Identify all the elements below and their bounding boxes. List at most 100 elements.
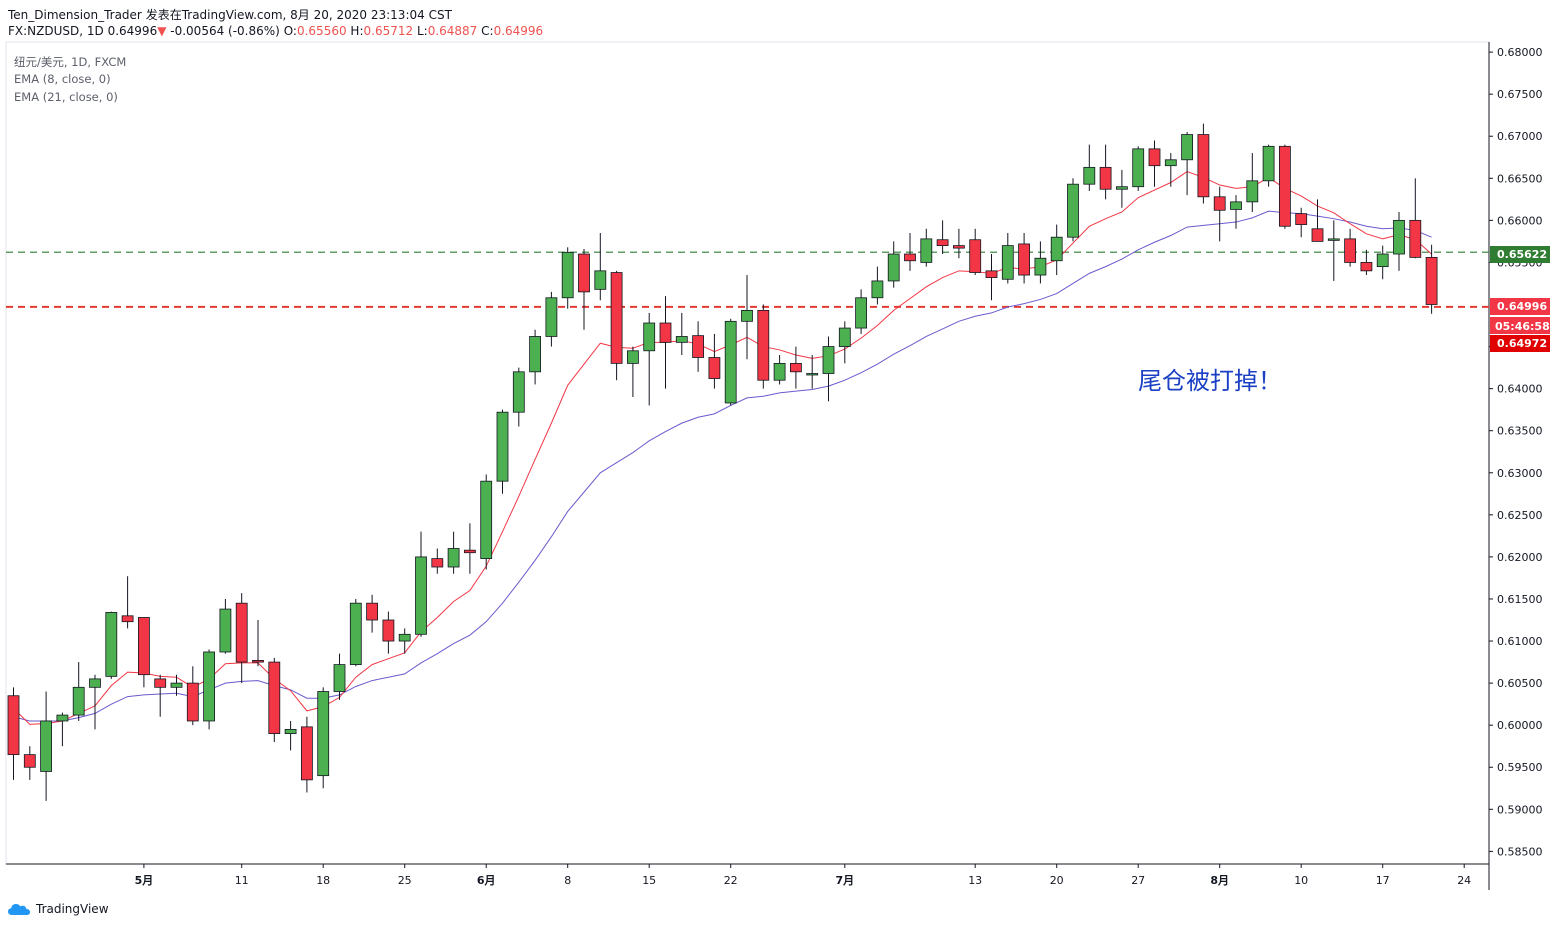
candle <box>1360 249 1373 276</box>
candle <box>1197 123 1210 204</box>
candle <box>1050 224 1063 276</box>
candle-body-down <box>186 682 199 722</box>
candle-body-up <box>561 251 574 299</box>
candle <box>741 275 753 360</box>
candle-body-down <box>953 245 965 249</box>
candle-body-up <box>1181 134 1193 161</box>
candle <box>1246 153 1259 212</box>
price-tick-label: 0.66500 <box>1497 172 1543 185</box>
candle <box>822 336 835 402</box>
candle-body-up <box>1050 236 1063 262</box>
author-name[interactable]: Ten_Dimension_Trader <box>8 8 142 22</box>
ema-fast-line <box>13 171 1432 725</box>
candle <box>1164 153 1177 187</box>
candle <box>1181 132 1193 196</box>
candle-body-down <box>268 661 281 734</box>
price-tick-label: 0.60500 <box>1497 677 1543 690</box>
candle-body-down <box>1213 196 1226 211</box>
candle-body-up <box>1001 245 1014 280</box>
candle <box>284 720 297 751</box>
price-tick-label: 0.59000 <box>1497 803 1543 816</box>
candle <box>1279 144 1291 229</box>
legend-series[interactable]: 纽元/美元, 1D, FXCM <box>14 55 127 69</box>
candle-body-up <box>1164 159 1177 167</box>
candle <box>415 531 427 637</box>
candle-body-up <box>1376 253 1389 268</box>
chart-header-ohlc: FX:NZDUSD, 1D 0.64996▼ -0.00564 (-0.86%)… <box>8 24 543 38</box>
candle-body-up <box>105 612 118 677</box>
candle <box>1067 178 1079 242</box>
time-axis[interactable]: 5月 11 18 25 6月 8 15 22 7月 13 20 27 8月 10 17 24 <box>135 864 1472 887</box>
low-label: L: <box>416 24 428 38</box>
candle-body-up <box>415 556 427 635</box>
candlesticks <box>7 123 1438 801</box>
last-price-tag-text: 0.64996 <box>1497 300 1547 313</box>
candle <box>1262 144 1275 187</box>
candle-body-down <box>463 549 476 554</box>
candle-body-up <box>594 270 607 290</box>
price-axis[interactable]: 0.680000.675000.670000.665000.660000.655… <box>1489 46 1543 858</box>
candle <box>1148 140 1161 187</box>
time-tick-label: 5月 <box>135 874 154 887</box>
candle-body-up <box>822 346 835 374</box>
tradingview-label: TradingView <box>36 902 109 916</box>
candle-body-up <box>284 728 297 734</box>
candle <box>1425 244 1438 314</box>
candle-body-up <box>333 664 346 692</box>
candle <box>56 712 69 747</box>
low-value: 0.64887 <box>427 24 478 38</box>
candle <box>300 716 313 793</box>
candle-body-up <box>349 602 362 665</box>
price-tick-label: 0.60000 <box>1497 719 1543 732</box>
candle <box>1344 228 1356 267</box>
candle <box>904 232 916 271</box>
legend-ema-slow[interactable]: EMA (21, close, 0) <box>14 90 118 104</box>
candle-body-down <box>235 602 248 663</box>
candle <box>154 674 167 717</box>
candle <box>953 228 965 259</box>
candle-body-up <box>1116 186 1128 190</box>
countdown-tag-text: 05:46:58 <box>1495 320 1550 333</box>
candle-body-up <box>920 238 933 263</box>
candle <box>610 270 623 381</box>
symbol-interval[interactable]: FX:NZDUSD, 1D <box>8 24 104 38</box>
candle <box>529 329 541 385</box>
price-tick-label: 0.64000 <box>1497 383 1543 396</box>
candle-body-up <box>724 320 737 404</box>
annotation-text[interactable]: 尾仓被打掉！ <box>1138 367 1282 395</box>
candle-body-down <box>382 619 395 642</box>
candle-body-up <box>203 651 216 722</box>
candle-body-up <box>1067 183 1079 238</box>
candle-body-up <box>545 297 558 337</box>
candle-body-down <box>904 253 916 262</box>
candle <box>89 674 101 730</box>
price-change: -0.00564 (-0.86%) <box>170 24 280 38</box>
time-tick-label: 6月 <box>477 874 496 887</box>
candle <box>1083 144 1096 191</box>
candle <box>186 666 199 726</box>
last-price: 0.64996 <box>107 24 158 38</box>
price-tick-label: 0.68000 <box>1497 46 1543 59</box>
price-tick-label: 0.62000 <box>1497 551 1543 564</box>
candle-body-down <box>1295 213 1308 225</box>
time-tick-label: 18 <box>316 874 330 887</box>
candle <box>170 674 183 696</box>
candle <box>936 220 949 255</box>
candle-body-up <box>219 608 232 653</box>
legend-ema-fast[interactable]: EMA (8, close, 0) <box>14 72 111 86</box>
tradingview-brand[interactable]: TradingView <box>8 902 109 916</box>
candle-body-up <box>529 336 541 373</box>
ema-lines <box>13 171 1432 725</box>
time-tick-label: 24 <box>1457 874 1471 887</box>
candle-body-up <box>512 371 525 413</box>
candle-body-down <box>121 615 134 623</box>
candle-body-up <box>1132 148 1145 188</box>
candle <box>137 617 150 688</box>
time-tick-label: 17 <box>1376 874 1390 887</box>
price-tick-label: 0.62500 <box>1497 509 1543 522</box>
close-label: C: <box>481 24 494 38</box>
candle <box>23 746 36 780</box>
time-tick-label: 7月 <box>835 874 854 887</box>
candle-body-up <box>1083 166 1096 185</box>
